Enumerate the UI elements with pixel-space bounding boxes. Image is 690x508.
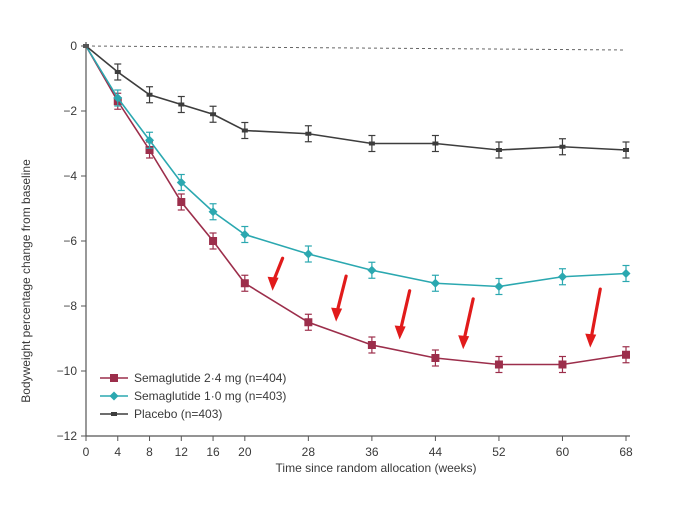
legend-swatch-marker — [111, 412, 117, 416]
y-tick-label: −2 — [63, 104, 77, 118]
data-point — [176, 178, 186, 187]
origin-point — [83, 44, 89, 48]
data-point — [210, 112, 217, 117]
arrow-head — [458, 335, 470, 350]
data-point — [495, 148, 502, 152]
x-tick-label: 36 — [365, 445, 379, 459]
y-axis-title: Bodyweight percentage change from baseli… — [19, 159, 33, 403]
x-tick-label: 20 — [238, 445, 252, 459]
data-point — [430, 278, 440, 288]
x-tick-label: 8 — [146, 445, 153, 459]
x-tick-label: 4 — [114, 445, 121, 459]
data-point — [304, 318, 313, 327]
x-tick-label: 68 — [619, 445, 633, 459]
data-point — [113, 93, 123, 103]
legend-swatch-marker — [109, 391, 119, 401]
data-point — [241, 128, 248, 133]
data-point — [494, 282, 504, 291]
data-point — [622, 350, 630, 359]
legend-item: Semaglutide 2·4 mg (n=404) — [100, 371, 286, 385]
x-tick-label: 44 — [429, 445, 443, 459]
legend: Semaglutide 2·4 mg (n=404) Semaglutide 1·… — [100, 371, 286, 421]
data-point — [494, 360, 503, 369]
data-point — [367, 265, 377, 275]
x-tick-label: 0 — [83, 445, 90, 459]
data-point — [559, 144, 566, 149]
x-tick-label: 12 — [175, 445, 189, 459]
legend-label: Semaglutide 2·4 mg (n=404) — [134, 371, 286, 385]
data-point — [114, 70, 121, 74]
data-point — [146, 92, 153, 97]
annotation-arrow — [331, 274, 348, 322]
series-line — [85, 45, 627, 366]
legend-label: Placebo (n=403) — [134, 407, 222, 421]
arrow-head — [331, 307, 343, 322]
series-1 — [83, 44, 631, 296]
annotation-arrow — [267, 256, 285, 291]
data-point — [368, 141, 375, 146]
data-point — [431, 354, 440, 362]
annotation-arrow — [394, 289, 412, 340]
series-layer — [83, 44, 631, 374]
legend-item: Placebo (n=403) — [100, 407, 222, 421]
legend-item: Semaglutide 1·0 mg (n=403) — [100, 389, 286, 403]
data-point — [240, 279, 249, 288]
arrow-head — [585, 333, 597, 348]
annotation-arrow — [458, 297, 475, 350]
legend-swatch-marker — [110, 374, 118, 382]
annotation-arrow — [585, 287, 602, 348]
y-tick-label: −12 — [57, 429, 78, 443]
x-tick-label: 28 — [302, 445, 316, 459]
y-tick-label: −4 — [63, 169, 77, 183]
y-tick-label: −8 — [63, 299, 77, 313]
data-point — [367, 341, 376, 349]
series-line — [85, 45, 627, 151]
zero-reference-dashed-line — [85, 45, 627, 51]
x-tick-label: 60 — [556, 445, 570, 459]
legend-label: Semaglutide 1·0 mg (n=403) — [134, 389, 286, 403]
arrow-head — [267, 276, 279, 291]
y-tick-label: −10 — [57, 364, 78, 378]
data-point — [208, 207, 218, 217]
data-point — [432, 141, 439, 146]
x-axis-title: Time since random allocation (weeks) — [276, 461, 477, 475]
data-point — [145, 146, 154, 154]
series-line — [85, 45, 627, 288]
data-point — [178, 102, 185, 107]
arrow-shaft — [399, 289, 412, 332]
series-0 — [83, 44, 630, 374]
arrow-head — [394, 325, 406, 340]
y-tick-label: −6 — [63, 234, 77, 248]
arrow-shaft — [335, 274, 348, 314]
x-tick-label: 16 — [206, 445, 220, 459]
data-point — [621, 269, 631, 278]
arrow-shaft — [589, 287, 602, 340]
data-point — [305, 131, 312, 136]
series-2 — [83, 44, 630, 159]
data-point — [623, 148, 629, 152]
data-point — [177, 198, 186, 206]
data-point — [558, 360, 567, 369]
chart-axes: 0 −2 −4 −6 −8 −10 −12 0 4 8 12 16 20 28 36 44 52 60 68 — [57, 39, 633, 459]
arrow-shaft — [462, 297, 475, 341]
x-tick-label: 52 — [492, 445, 506, 459]
arrow-shaft — [271, 256, 285, 283]
data-point — [303, 249, 313, 259]
data-point — [557, 272, 567, 282]
data-point — [209, 237, 218, 245]
zero-reference-line — [85, 45, 627, 51]
data-point — [145, 135, 155, 145]
y-tick-label: 0 — [70, 39, 77, 53]
annotation-arrows — [267, 256, 602, 350]
data-point — [240, 230, 250, 239]
